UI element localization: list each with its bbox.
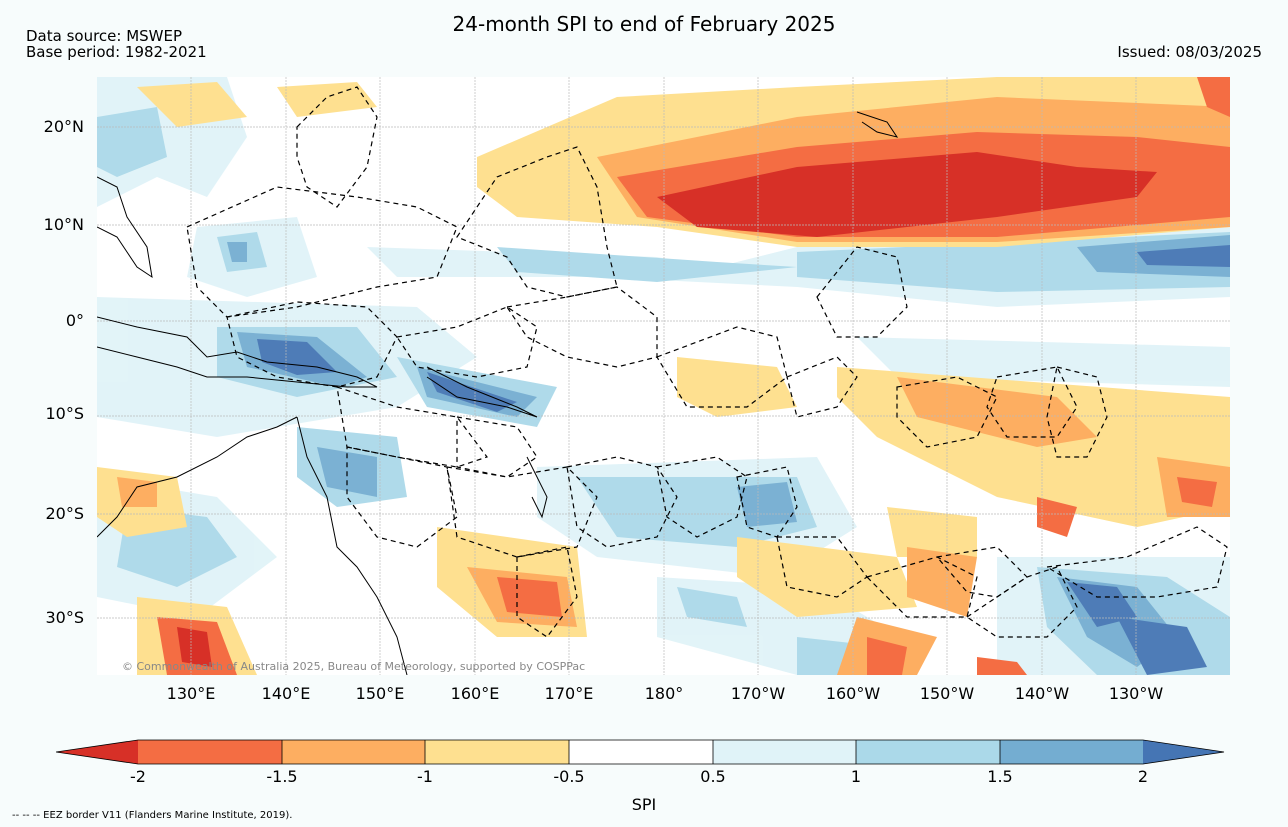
colorbar-extend-high	[1143, 740, 1224, 764]
data-source-label: Data source: MSWEP	[26, 27, 183, 45]
colorbar-extend-low	[56, 740, 138, 764]
colorbar	[55, 738, 1226, 768]
colorbar-label: SPI	[631, 795, 657, 814]
eez-borders	[186, 86, 1228, 638]
lon-label-150w: 150°W	[919, 684, 975, 703]
spi-map	[97, 77, 1230, 675]
colorbar-segment	[1000, 740, 1143, 764]
colorbar-segment	[856, 740, 1000, 764]
lon-label-140w: 140°W	[1014, 684, 1070, 703]
graticule	[97, 77, 1230, 675]
lon-label-150e: 150°E	[355, 684, 405, 703]
copyright-notice: © Commonwealth of Australia 2025, Bureau…	[122, 660, 586, 673]
issued-date-label: Issued: 08/03/2025	[1117, 43, 1262, 61]
lon-label-180: 180°	[644, 684, 684, 703]
colorbar-tick: -0.5	[553, 767, 585, 786]
colorbar-tick: 0.5	[700, 767, 726, 786]
lat-label-eq: 0°	[65, 311, 84, 330]
colorbar-tick: 1.5	[987, 767, 1013, 786]
colorbar-tick: -1	[417, 767, 433, 786]
lon-label-130w: 130°W	[1108, 684, 1164, 703]
lon-label-140e: 140°E	[261, 684, 311, 703]
lat-label-20s: 20°S	[45, 504, 84, 523]
colorbar-tick: 2	[1137, 767, 1149, 786]
colorbar-tick: 1	[850, 767, 862, 786]
lon-label-170w: 170°W	[730, 684, 786, 703]
map-title: 24-month SPI to end of February 2025	[452, 12, 836, 36]
colorbar-segment	[138, 740, 282, 764]
lon-label-130e: 130°E	[166, 684, 216, 703]
coastlines	[97, 111, 899, 675]
lat-label-30s: 30°S	[45, 608, 84, 627]
colorbar-segment	[713, 740, 856, 764]
lon-label-160e: 160°E	[450, 684, 500, 703]
lon-label-160w: 160°W	[825, 684, 881, 703]
lon-label-170e: 170°E	[544, 684, 594, 703]
lat-label-10s: 10°S	[45, 404, 84, 423]
lat-label-10n: 10°N	[43, 215, 84, 234]
colorbar-segment	[425, 740, 569, 764]
colorbar-tick: -2	[130, 767, 146, 786]
base-period-label: Base period: 1982-2021	[26, 43, 207, 61]
colorbar-tick: -1.5	[266, 767, 298, 786]
colorbar-segment	[282, 740, 425, 764]
wet-anomaly-areas	[97, 77, 1230, 675]
lat-label-20n: 20°N	[43, 117, 84, 136]
eez-border-note: -- -- -- EEZ border V11 (Flanders Marine…	[12, 810, 293, 821]
colorbar-segment	[569, 740, 713, 764]
